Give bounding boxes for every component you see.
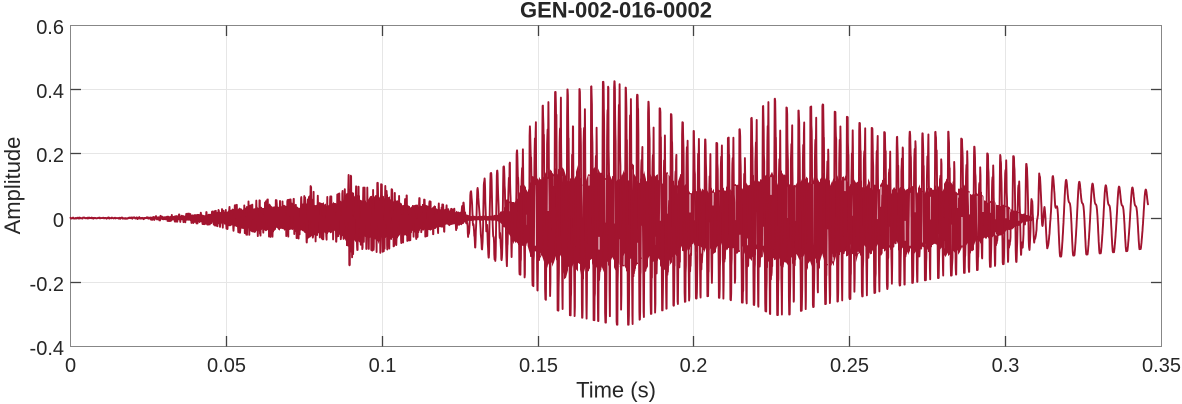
svg-text:GEN-002-016-0002: GEN-002-016-0002 [520, 0, 712, 23]
svg-text:0.35: 0.35 [1142, 355, 1181, 377]
svg-text:-0.4: -0.4 [30, 338, 64, 360]
svg-text:0: 0 [65, 355, 76, 377]
svg-text:0.4: 0.4 [36, 81, 64, 103]
svg-text:0.3: 0.3 [992, 355, 1020, 377]
svg-text:Time (s): Time (s) [576, 377, 656, 402]
svg-text:0: 0 [53, 210, 64, 232]
svg-text:0.15: 0.15 [519, 355, 558, 377]
svg-text:0.25: 0.25 [830, 355, 869, 377]
svg-text:0.6: 0.6 [36, 17, 64, 39]
svg-text:-0.2: -0.2 [30, 274, 64, 296]
svg-text:0.2: 0.2 [680, 355, 708, 377]
svg-text:Amplitude: Amplitude [0, 137, 25, 235]
svg-text:0.1: 0.1 [369, 355, 397, 377]
svg-text:0.2: 0.2 [36, 145, 64, 167]
svg-text:0.05: 0.05 [207, 355, 246, 377]
